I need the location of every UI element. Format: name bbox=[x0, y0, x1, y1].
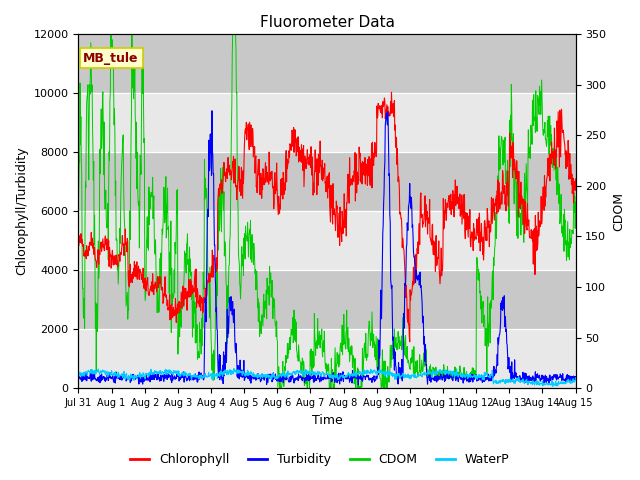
Y-axis label: CDOM: CDOM bbox=[612, 192, 625, 230]
Y-axis label: Chlorophyll/Turbidity: Chlorophyll/Turbidity bbox=[15, 147, 28, 276]
Bar bbox=[79, 152, 575, 211]
Bar bbox=[79, 329, 575, 388]
Legend: Chlorophyll, Turbidity, CDOM, WaterP: Chlorophyll, Turbidity, CDOM, WaterP bbox=[125, 448, 515, 471]
Bar bbox=[79, 270, 575, 329]
X-axis label: Time: Time bbox=[312, 414, 342, 427]
Bar bbox=[79, 93, 575, 152]
Bar bbox=[79, 211, 575, 270]
Title: Fluorometer Data: Fluorometer Data bbox=[259, 15, 394, 30]
Text: MB_tule: MB_tule bbox=[83, 52, 139, 65]
Bar bbox=[79, 34, 575, 93]
